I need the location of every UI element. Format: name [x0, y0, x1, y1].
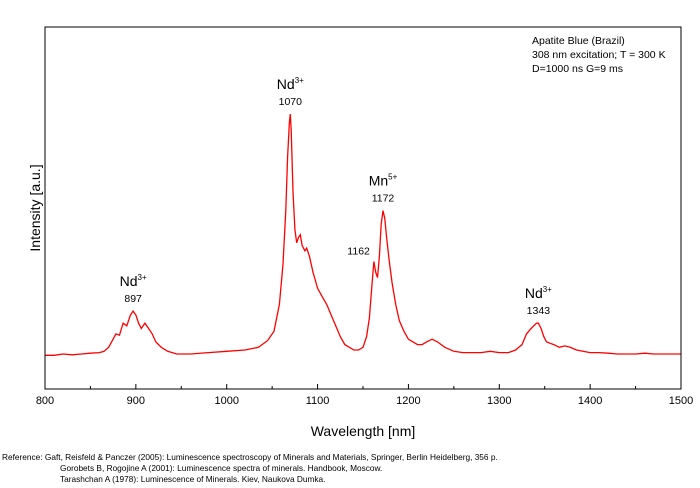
- sample-info: Apatite Blue (Brazil) 308 nm excitation; …: [532, 35, 666, 75]
- reference-line-3: Tarashchan A (1978): Luminescence of Min…: [60, 474, 326, 484]
- x-axis-title: Wavelength [nm]: [311, 423, 416, 439]
- peak-wavelength-897: 897: [124, 293, 142, 305]
- x-tick-label-800: 800: [36, 395, 54, 407]
- x-tick-label-1100: 1100: [306, 395, 330, 407]
- ion-label-0: Nd3+: [120, 273, 147, 289]
- peak-wavelength-1162: 1162: [347, 246, 370, 258]
- info-line-3: D=1000 ns G=9 ms: [532, 63, 623, 75]
- info-line-1: Apatite Blue (Brazil): [532, 35, 625, 47]
- ion-label-2: Mn5+: [369, 173, 398, 189]
- peak-wavelength-1172: 1172: [372, 193, 395, 205]
- x-tick-label-1500: 1500: [669, 395, 693, 407]
- x-tick-label-1200: 1200: [396, 395, 420, 407]
- spectrum-chart: 800 900 1000 1100 1200 1300 1400 1500 Nd3+897Nd…: [27, 26, 693, 439]
- x-tick-label-1400: 1400: [578, 395, 602, 407]
- x-tick-label-1300: 1300: [487, 395, 511, 407]
- references: Reference: Gaft, Reisfeld & Panczer (200…: [2, 452, 498, 485]
- peak-wavelength-1343: 1343: [527, 305, 551, 317]
- spectrum-line: [45, 114, 681, 356]
- ion-label-1: Nd3+: [277, 76, 304, 92]
- y-axis-title: Intensity [a.u.]: [27, 164, 43, 251]
- plot-frame: [44, 26, 682, 390]
- reference-line-1: Reference: Gaft, Reisfeld & Panczer (200…: [2, 452, 498, 462]
- x-tick-label-1000: 1000: [214, 395, 238, 407]
- peak-annotations: Nd3+ 897 Nd3+ 1070 Mn5+ 1172 1162 Nd3+ 1343: [120, 76, 553, 317]
- ion-label-4: Nd3+: [525, 285, 552, 301]
- x-axis-ticks: [44, 384, 682, 389]
- reference-line-2: Gorobets B, Rogojine A (2001): Luminesce…: [60, 463, 383, 473]
- x-axis-tick-labels: 800 900 1000 1100 1200 1300 1400 1500: [36, 395, 693, 407]
- info-line-2: 308 nm excitation; T = 300 K: [532, 49, 666, 61]
- peak-wavelength-1070: 1070: [279, 96, 303, 108]
- x-tick-label-900: 900: [127, 395, 145, 407]
